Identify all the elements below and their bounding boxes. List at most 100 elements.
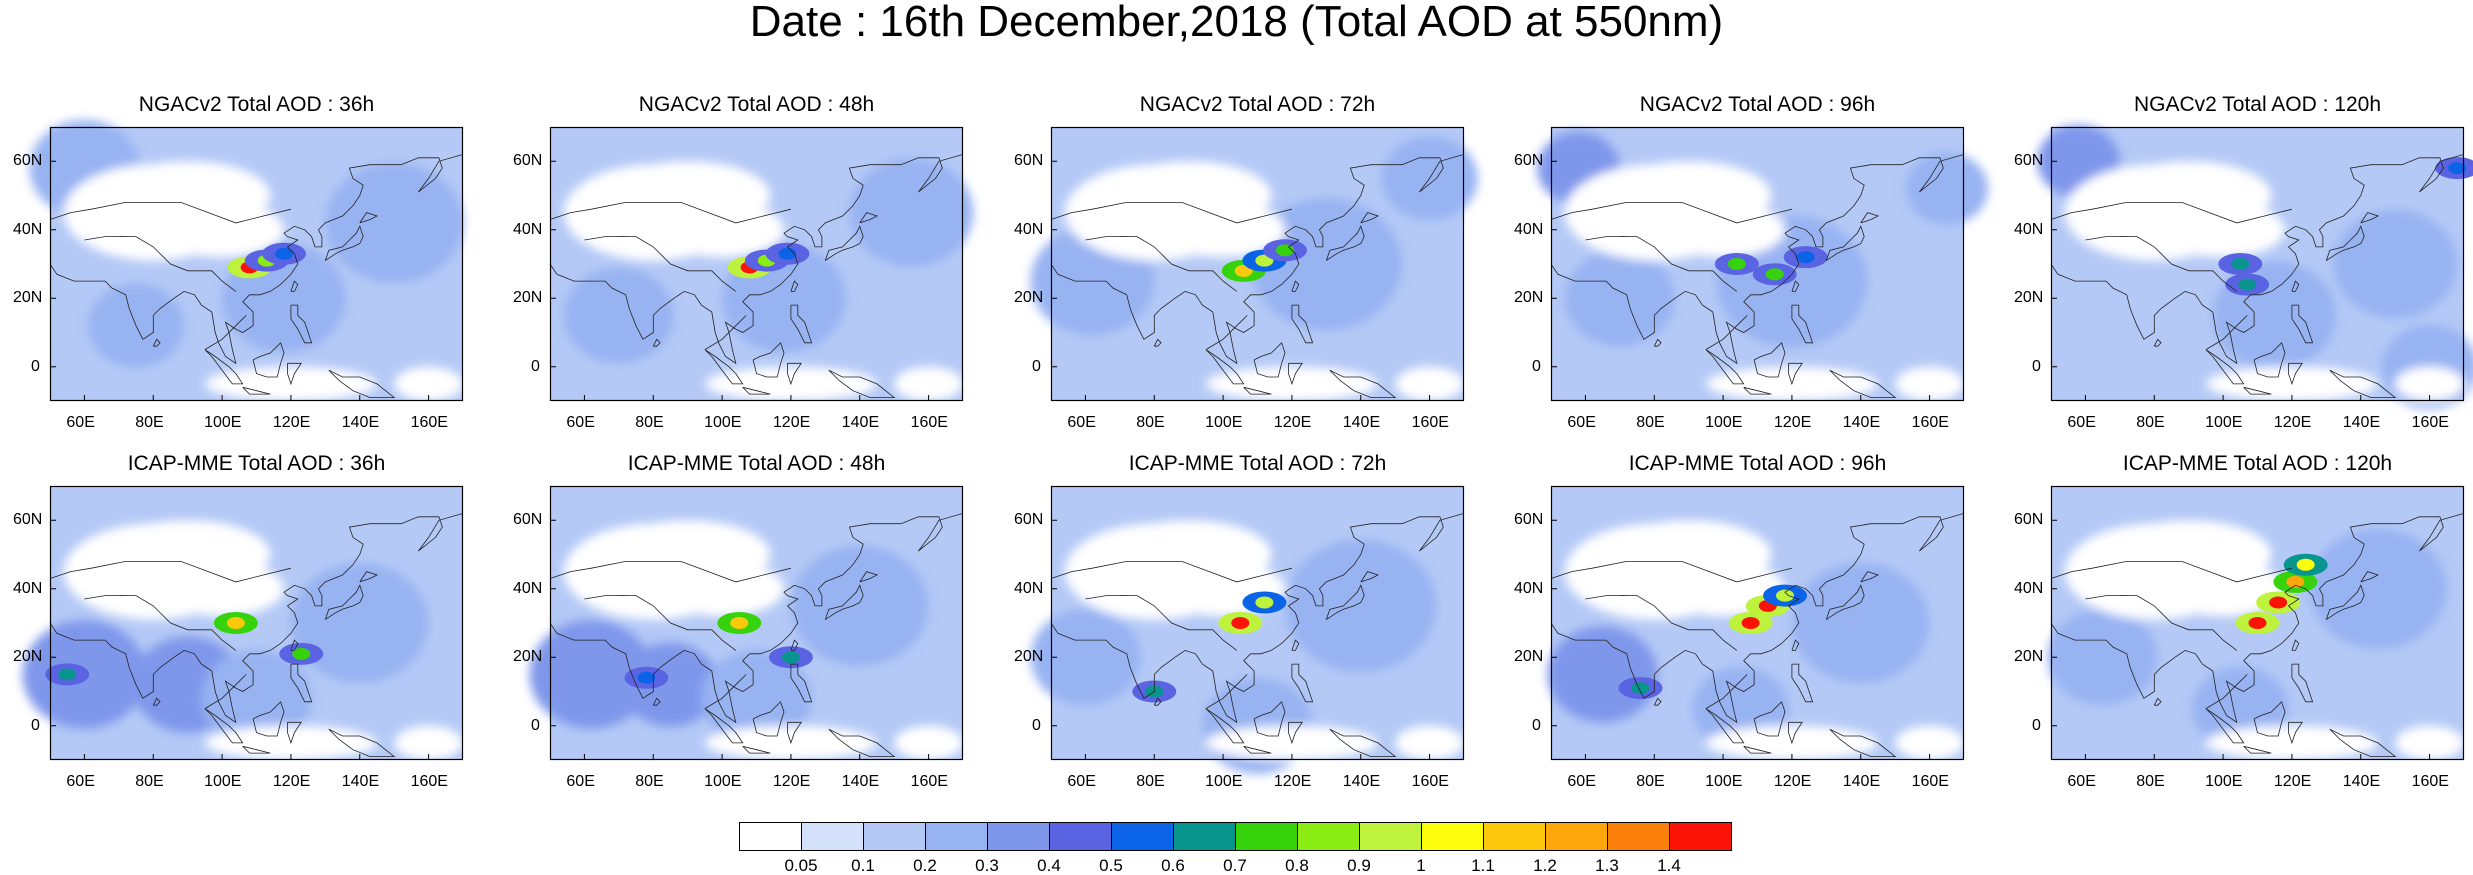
x-tick-label: 140E	[841, 773, 880, 790]
coastline	[1291, 280, 1300, 292]
coastline	[204, 315, 247, 350]
map-frame	[1550, 485, 1965, 761]
aod-hotspot	[1231, 617, 1250, 629]
map-frame	[1550, 126, 1965, 402]
y-tick-label: 40N	[2014, 220, 2044, 238]
coastline	[752, 701, 785, 737]
aod-field	[849, 158, 974, 267]
x-tick-label: 120E	[2273, 773, 2312, 790]
aod-field	[622, 642, 719, 727]
coastline	[2253, 342, 2286, 378]
coastline	[49, 561, 291, 583]
y-tick-label: 40N	[13, 220, 43, 238]
x-tick-label: 60E	[66, 414, 95, 431]
x-tick-label: 60E	[2067, 773, 2096, 790]
coastline	[152, 697, 161, 706]
panel-title: ICAP-MME Total AOD : 120h	[2122, 452, 2393, 475]
aod-field	[201, 650, 312, 747]
coastline	[2243, 745, 2272, 754]
coastline	[1329, 369, 1397, 398]
low-aod-region	[2395, 725, 2464, 760]
low-aod-region	[894, 366, 963, 401]
coastline	[252, 701, 285, 737]
coastline	[584, 236, 626, 241]
coastline	[1705, 349, 1745, 385]
coastline	[1325, 225, 1365, 261]
y-tick-label: 20N	[513, 648, 543, 666]
x-tick-label: 140E	[2342, 414, 2381, 431]
x-tick-label: 60E	[2067, 414, 2096, 431]
coastline	[1291, 639, 1300, 651]
aod-hotspot	[226, 617, 245, 629]
coastline	[1550, 561, 1792, 583]
aod-map	[1547, 485, 1965, 761]
map-frame	[549, 485, 964, 761]
coastline	[2050, 513, 2465, 724]
aod-field	[1547, 626, 1658, 723]
aod-hotspot	[781, 651, 800, 664]
x-tick-label: 60E	[1567, 414, 1596, 431]
x-tick-label: 100E	[204, 414, 242, 431]
coastline	[1360, 571, 1380, 583]
x-tick-label: 140E	[1842, 773, 1881, 790]
coastline	[1153, 697, 1162, 706]
coastline	[2329, 728, 2397, 757]
aod-field	[1905, 152, 1989, 225]
coastline	[2050, 154, 2465, 365]
coastline	[290, 280, 299, 292]
colorbar-label: 1.2	[1533, 856, 1557, 875]
x-tick-label: 160E	[1911, 773, 1949, 790]
aod-hotspot	[730, 617, 749, 629]
y-tick-label: 0	[31, 357, 40, 375]
coastline	[1243, 745, 1272, 754]
panel-title: ICAP-MME Total AOD : 96h	[1628, 452, 1887, 475]
coastline	[1653, 697, 1662, 706]
colorbar-label: 0.4	[1037, 856, 1061, 875]
y-tick-label: 20N	[513, 289, 543, 307]
coastline	[790, 639, 799, 651]
coastline	[1619, 595, 1738, 651]
x-tick-label: 120E	[1773, 773, 1812, 790]
y-tick-label: 60N	[1514, 152, 1544, 170]
panel-title: NGACv2 Total AOD : 36h	[138, 93, 375, 116]
coastline	[1788, 721, 1803, 745]
colorbar-label: 1.4	[1657, 856, 1681, 875]
x-tick-label: 80E	[135, 773, 164, 790]
aod-field	[1564, 250, 1675, 347]
coastline	[1119, 236, 1238, 292]
x-tick-label: 120E	[1273, 414, 1312, 431]
aod-map	[29, 119, 464, 402]
y-tick-label: 0	[1032, 357, 1041, 375]
coastline	[1085, 236, 1127, 241]
coastline	[2153, 697, 2162, 706]
coastline	[1705, 674, 1748, 709]
coastline	[652, 338, 661, 347]
panel-title: NGACv2 Total AOD : 48h	[638, 93, 875, 116]
coastline	[1050, 513, 1465, 724]
coastline	[1550, 154, 1965, 365]
coastline	[2050, 561, 2292, 583]
colorbar-box	[739, 822, 802, 851]
x-tick-label: 160E	[1411, 773, 1449, 790]
x-tick-label: 80E	[2136, 414, 2165, 431]
colorbar-label: 0.5	[1099, 856, 1123, 875]
coastline	[2325, 584, 2365, 620]
aod-map	[529, 485, 964, 761]
coastline	[1325, 584, 1365, 620]
map-frame	[49, 126, 464, 402]
coastline	[2291, 639, 2300, 651]
aod-hotspot	[1796, 251, 1815, 264]
y-tick-label: 60N	[2014, 511, 2044, 529]
colorbar-label: 1.1	[1471, 856, 1495, 875]
y-tick-label: 0	[2032, 357, 2041, 375]
colorbar-label: 0.9	[1347, 856, 1371, 875]
coastline	[328, 369, 396, 398]
coastline	[1291, 304, 1314, 344]
coastline	[2325, 225, 2365, 261]
coastline	[1585, 236, 1627, 241]
coastline	[49, 202, 291, 224]
coastline	[549, 513, 964, 724]
coastline	[1860, 212, 1880, 224]
coastline	[290, 663, 313, 703]
coastline	[359, 571, 379, 583]
